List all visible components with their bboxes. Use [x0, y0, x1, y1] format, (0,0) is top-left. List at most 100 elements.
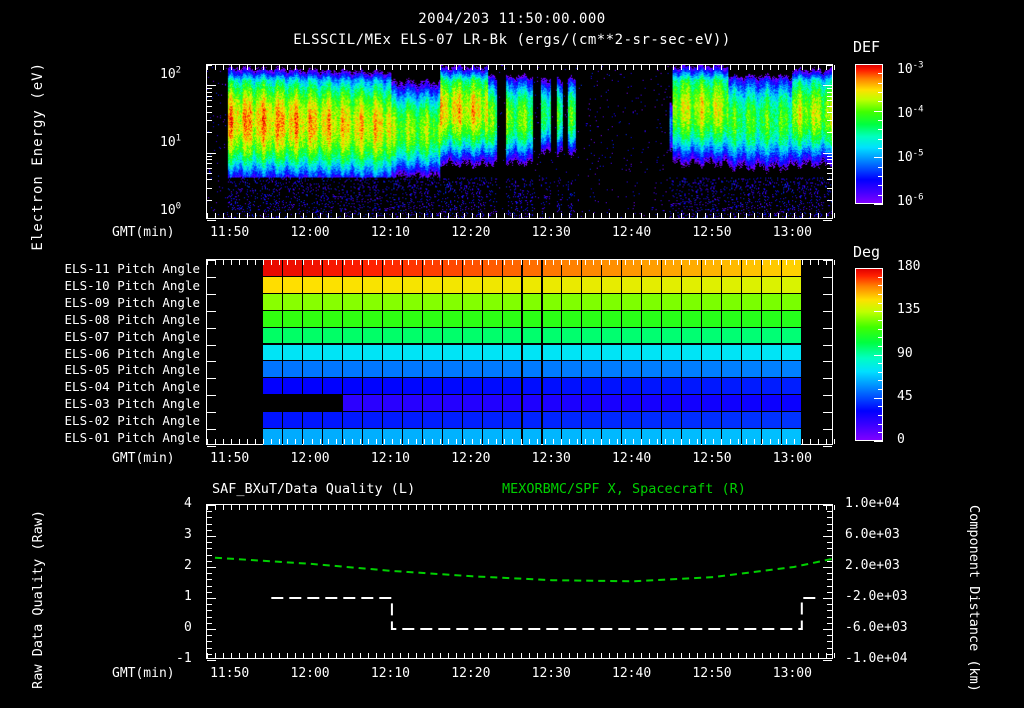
pitch-angle-cell [742, 429, 761, 445]
pitch-angle-cell [382, 344, 402, 361]
panel3-line-plot[interactable] [206, 504, 835, 661]
pitch-angle-cell [562, 395, 582, 412]
pitch-angle-cell [442, 378, 462, 395]
pitch-angle-cell [462, 276, 482, 293]
pitch-angle-cell [303, 361, 322, 378]
colorbar-tick [878, 138, 883, 140]
xtick-label-1150: 11:50 [210, 666, 250, 681]
pitch-angle-cell [522, 293, 542, 310]
pitch-angle-cell [482, 327, 502, 344]
pitch-angle-cell [363, 276, 382, 293]
pitch-angle-row-label-1: ELS-01 Pitch Angle [64, 430, 200, 446]
panel1-cbtick-1e-4: 10-4 [897, 104, 924, 121]
panel3-ytick-left-4: 4 [184, 496, 192, 511]
pitch-angle-cell [522, 327, 542, 344]
pitch-angle-cell [462, 344, 482, 361]
pitch-angle-cell [323, 260, 342, 276]
pitch-angle-cell [502, 429, 522, 445]
pitch-angle-cell [582, 293, 602, 310]
colorbar-tick [878, 345, 883, 347]
panel3-ytick-right-3: -2.0e+03 [845, 589, 908, 604]
panel1-colorbar-title: DEF [853, 38, 881, 56]
colorbar-tick [878, 415, 883, 417]
pitch-angle-cell [602, 395, 622, 412]
pitch-angle-cell [761, 361, 781, 378]
panel1-spectrogram[interactable] [206, 64, 835, 221]
pitch-angle-cell [363, 429, 382, 445]
panel3-ytick-left-1: 1 [184, 589, 192, 604]
pitch-angle-cell [662, 293, 682, 310]
pitch-angle-cell [722, 327, 741, 344]
pitch-angle-cell [722, 361, 741, 378]
panel3-xaxis-label: GMT(min) [112, 666, 175, 681]
pitch-angle-cell [582, 310, 602, 327]
pitch-angle-cell [642, 310, 662, 327]
pitch-angle-row-label-11: ELS-11 Pitch Angle [64, 261, 200, 276]
pitch-angle-cell [323, 276, 342, 293]
pitch-angle-cell [382, 327, 402, 344]
pitch-angle-cell [602, 361, 622, 378]
pitch-angle-cell [722, 260, 741, 276]
pitch-angle-cell [482, 361, 502, 378]
pitch-angle-cell [542, 361, 562, 378]
pitch-angle-cell [722, 395, 741, 412]
panel3-ytick-left-0: 0 [184, 620, 192, 635]
xtick-label-1220: 12:20 [451, 225, 491, 240]
colorbar-tick [878, 120, 883, 121]
pitch-angle-cell [323, 310, 342, 327]
panel1-colorbar[interactable] [855, 64, 883, 204]
panel3-ylabel-right: Component Distance (km) [966, 505, 982, 692]
colorbar-tick [878, 293, 883, 295]
panel1-xaxis-label: GMT(min) [112, 225, 175, 240]
pitch-angle-cell [263, 327, 283, 344]
pitch-angle-cell [522, 260, 542, 276]
pitch-angle-cell [562, 412, 582, 428]
pitch-angle-cell [343, 395, 362, 412]
pitch-angle-cell [662, 344, 682, 361]
pitch-angle-cell [702, 276, 721, 293]
colorbar-tick [878, 371, 883, 373]
colorbar-tick [878, 389, 883, 391]
panel2-pitch-angle-grid[interactable] [206, 259, 835, 447]
pitch-angle-cell [263, 412, 283, 428]
colorbar-tick [878, 148, 883, 149]
pitch-angle-cell [422, 260, 442, 276]
pitch-angle-cell [742, 361, 761, 378]
pitch-angle-cell [761, 378, 781, 395]
xtick-label-1210: 12:10 [370, 666, 411, 681]
pitch-angle-cell [781, 361, 801, 378]
colorbar-tick [878, 380, 883, 382]
colorbar-tick [874, 157, 883, 159]
pitch-angle-cell [303, 378, 322, 395]
pitch-angle-cell [402, 395, 422, 412]
pitch-angle-cell [303, 412, 322, 428]
colorbar-tick [878, 432, 883, 434]
pitch-angle-cell [682, 429, 701, 445]
pitch-angle-cell [602, 378, 622, 395]
pitch-angle-cell [642, 429, 662, 445]
pitch-angle-cell [263, 361, 283, 378]
pitch-angle-cell [502, 378, 522, 395]
pitch-angle-cell [722, 344, 741, 361]
pitch-angle-cell [422, 327, 442, 344]
panel1-colorbar-gradient [856, 65, 882, 203]
colorbar-tick [878, 406, 883, 408]
pitch-angle-cell [462, 327, 482, 344]
pitch-angle-cell [422, 395, 442, 412]
pitch-angle-cell [522, 310, 542, 327]
pitch-angle-cell [542, 429, 562, 445]
pitch-angle-cell [482, 310, 502, 327]
panel3-ytick-left--1: -1 [176, 651, 192, 666]
pitch-angle-cell [682, 276, 701, 293]
pitch-angle-cell [662, 260, 682, 276]
pitch-angle-cell [542, 260, 562, 276]
pitch-angle-row-label-8: ELS-08 Pitch Angle [64, 311, 200, 327]
pitch-angle-cell [602, 276, 622, 293]
pitch-angle-cell [682, 378, 701, 395]
pitch-angle-cell [502, 361, 522, 378]
pitch-angle-cell [562, 327, 582, 344]
pitch-angle-cells [207, 260, 832, 445]
pitch-angle-cell [263, 344, 283, 361]
colorbar-tick [874, 354, 883, 356]
pitch-angle-cell [502, 412, 522, 428]
